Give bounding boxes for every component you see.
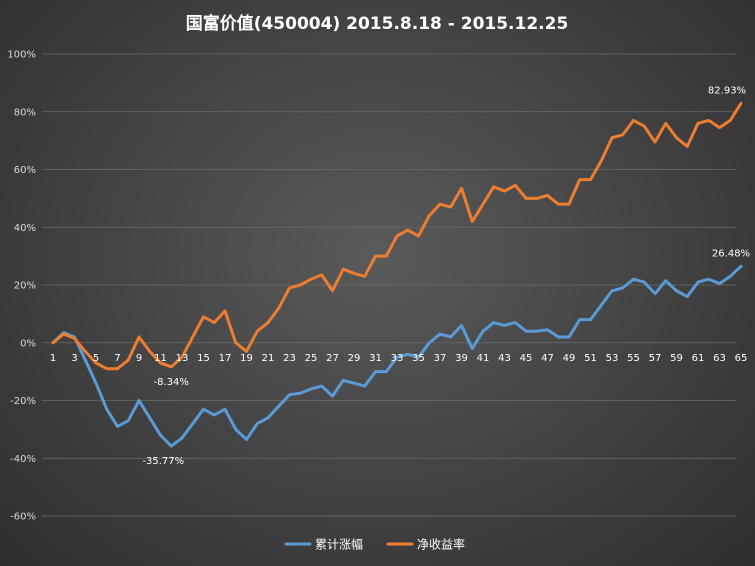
x-tick-label: 19	[240, 353, 253, 364]
data-label: -35.77%	[142, 456, 184, 467]
x-tick-label: 37	[434, 353, 447, 364]
x-tick-label: 23	[283, 353, 296, 364]
chart-title: 国富价值(450004) 2015.8.18 - 2015.12.25	[186, 13, 569, 34]
grid	[42, 53, 736, 517]
x-tick-label: 7	[114, 353, 120, 364]
x-tick-label: 31	[369, 353, 382, 364]
x-tick-label: 15	[197, 353, 210, 364]
y-tick-label: 80%	[14, 107, 36, 118]
y-tick-label: 100%	[7, 50, 36, 61]
x-tick-label: 13	[176, 353, 189, 364]
y-tick-label: -20%	[10, 396, 36, 407]
y-tick-label: 60%	[14, 165, 36, 176]
legend-label: 累计涨幅	[315, 537, 363, 552]
x-tick-label: 55	[627, 353, 640, 364]
x-tick-label: 49	[563, 353, 576, 364]
x-tick-label: 45	[520, 353, 533, 364]
x-tick-label: 3	[71, 353, 77, 364]
data-label: 82.93%	[708, 85, 746, 96]
x-tick-label: 39	[455, 353, 468, 364]
x-tick-label: 59	[670, 353, 683, 364]
x-tick-label: 51	[584, 353, 597, 364]
series-line-1	[51, 264, 743, 448]
x-tick-label: 27	[326, 353, 339, 364]
x-tick-label: 61	[692, 353, 705, 364]
x-tick-label: 33	[391, 353, 404, 364]
legend: 累计涨幅 净收益率	[284, 537, 465, 552]
x-tick-label: 65	[735, 353, 748, 364]
y-axis-ticks: 100% 80% 60% 40% 20% 0% -20% -40% -60%	[7, 50, 36, 523]
series-line-2	[51, 101, 743, 371]
x-tick-label: 21	[262, 353, 275, 364]
y-tick-label: -60%	[10, 512, 36, 523]
x-tick-label: 17	[219, 353, 232, 364]
x-tick-label: 5	[93, 353, 99, 364]
y-tick-label: 40%	[14, 223, 36, 234]
series-lines	[51, 101, 743, 448]
x-axis-ticks: 1 3 5 7 9 11 13 15 17 19 21 23 25 27 29 31 33 35 37 39 41 43 4…	[50, 353, 748, 364]
x-tick-label: 9	[136, 353, 142, 364]
data-labels: -35.77% -8.34% 26.48% 82.93%	[142, 85, 750, 467]
x-tick-label: 1	[50, 353, 56, 364]
x-tick-label: 35	[412, 353, 425, 364]
x-tick-label: 53	[606, 353, 619, 364]
x-tick-label: 41	[477, 353, 490, 364]
x-tick-label: 63	[713, 353, 726, 364]
x-tick-label: 25	[305, 353, 318, 364]
data-label: 26.48%	[712, 248, 750, 259]
x-tick-label: 11	[154, 353, 167, 364]
x-tick-label: 57	[649, 353, 662, 364]
x-tick-label: 43	[498, 353, 511, 364]
x-tick-label: 29	[348, 353, 361, 364]
legend-label: 净收益率	[417, 537, 465, 552]
data-label: -8.34%	[154, 377, 189, 388]
y-tick-label: 0%	[20, 338, 36, 349]
x-tick-label: 47	[541, 353, 554, 364]
y-tick-label: -40%	[10, 454, 36, 465]
y-tick-label: 20%	[14, 281, 36, 292]
